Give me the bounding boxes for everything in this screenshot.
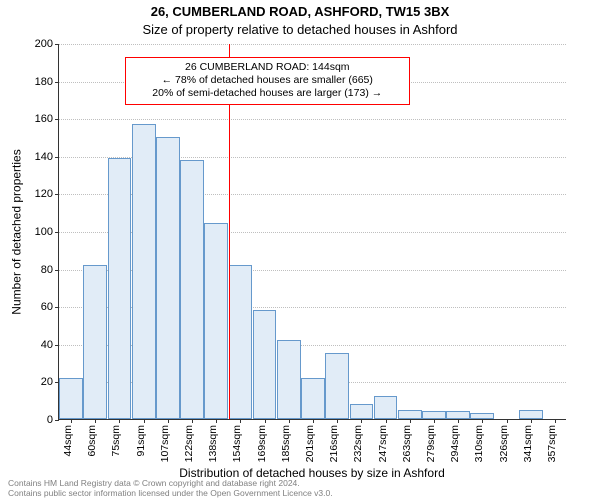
annot-line1: 26 CUMBERLAND ROAD: 144sqm bbox=[185, 61, 350, 73]
x-tick: 279sqm bbox=[425, 419, 437, 462]
y-tick: 200 bbox=[35, 38, 59, 50]
bar bbox=[301, 378, 325, 419]
y-tick: 40 bbox=[41, 339, 59, 351]
bar bbox=[59, 378, 83, 419]
x-tick: 44sqm bbox=[62, 419, 74, 457]
bar bbox=[132, 124, 156, 419]
annotation-box: 26 CUMBERLAND ROAD: 144sqm← 78% of detac… bbox=[125, 57, 409, 104]
x-tick: 201sqm bbox=[304, 419, 316, 462]
attribution: Contains HM Land Registry data © Crown c… bbox=[8, 478, 592, 498]
bar bbox=[180, 160, 204, 419]
y-axis-label: Number of detached properties bbox=[10, 44, 24, 420]
x-tick: 122sqm bbox=[183, 419, 195, 462]
x-tick: 169sqm bbox=[256, 419, 268, 462]
x-tick: 326sqm bbox=[498, 419, 510, 462]
gridline bbox=[59, 119, 566, 120]
x-tick: 138sqm bbox=[207, 419, 219, 462]
x-tick: 60sqm bbox=[86, 419, 98, 457]
x-tick: 357sqm bbox=[546, 419, 558, 462]
bar bbox=[446, 411, 470, 419]
x-tick: 294sqm bbox=[449, 419, 461, 462]
gridline bbox=[59, 44, 566, 45]
bar bbox=[156, 137, 180, 419]
bar bbox=[422, 411, 446, 419]
bar bbox=[374, 396, 398, 419]
annot-line3: 20% of semi-detached houses are larger (… bbox=[152, 87, 382, 99]
bar bbox=[325, 353, 349, 419]
x-tick: 91sqm bbox=[135, 419, 147, 457]
x-tick: 75sqm bbox=[110, 419, 122, 457]
bar bbox=[204, 223, 228, 419]
chart-container: 26, CUMBERLAND ROAD, ASHFORD, TW15 3BX S… bbox=[0, 0, 600, 500]
bar bbox=[519, 410, 543, 419]
chart-title: 26, CUMBERLAND ROAD, ASHFORD, TW15 3BX bbox=[0, 4, 600, 19]
x-tick: 185sqm bbox=[280, 419, 292, 462]
x-tick: 263sqm bbox=[401, 419, 413, 462]
x-tick: 154sqm bbox=[231, 419, 243, 462]
x-tick: 107sqm bbox=[159, 419, 171, 462]
x-tick: 247sqm bbox=[377, 419, 389, 462]
bar bbox=[229, 265, 253, 419]
bar bbox=[253, 310, 277, 419]
y-tick: 120 bbox=[35, 188, 59, 200]
y-tick: 20 bbox=[41, 376, 59, 388]
y-tick: 0 bbox=[47, 414, 59, 426]
y-tick: 80 bbox=[41, 264, 59, 276]
x-tick: 310sqm bbox=[473, 419, 485, 462]
y-tick: 140 bbox=[35, 151, 59, 163]
x-tick: 232sqm bbox=[352, 419, 364, 462]
bar bbox=[350, 404, 374, 419]
annot-line2: ← 78% of detached houses are smaller (66… bbox=[162, 74, 373, 86]
bar bbox=[398, 410, 422, 419]
y-tick: 180 bbox=[35, 76, 59, 88]
bar bbox=[108, 158, 132, 419]
x-tick: 216sqm bbox=[328, 419, 340, 462]
y-tick: 60 bbox=[41, 301, 59, 313]
chart-subtitle: Size of property relative to detached ho… bbox=[0, 22, 600, 37]
bar bbox=[83, 265, 107, 419]
x-tick: 341sqm bbox=[522, 419, 534, 462]
y-tick: 100 bbox=[35, 226, 59, 238]
plot-area: 02040608010012014016018020044sqm60sqm75s… bbox=[58, 44, 566, 420]
bar bbox=[277, 340, 301, 419]
y-tick: 160 bbox=[35, 113, 59, 125]
